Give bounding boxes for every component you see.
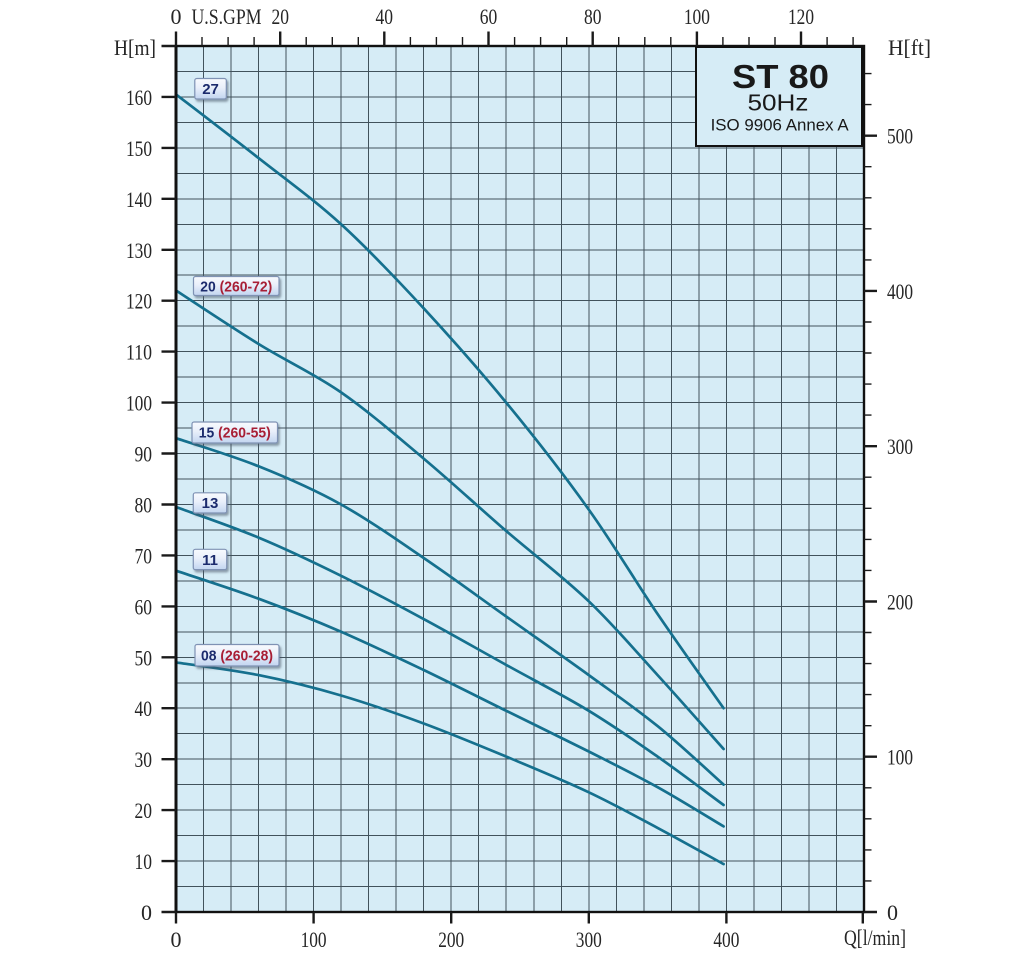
svg-text:80: 80 [584, 4, 602, 29]
svg-text:60: 60 [135, 594, 153, 619]
svg-text:300: 300 [887, 434, 913, 459]
svg-text:100: 100 [887, 745, 913, 770]
svg-text:80: 80 [135, 493, 153, 518]
svg-text:60: 60 [480, 4, 498, 29]
svg-text:70: 70 [135, 543, 153, 568]
svg-text:20 (260-72): 20 (260-72) [200, 279, 272, 296]
svg-text:40: 40 [135, 696, 153, 721]
svg-text:0: 0 [171, 4, 182, 29]
svg-text:500: 500 [887, 124, 913, 149]
svg-text:110: 110 [126, 340, 152, 365]
svg-text:120: 120 [788, 4, 814, 29]
svg-text:ST 80: ST 80 [732, 58, 829, 95]
svg-text:160: 160 [126, 85, 152, 110]
svg-text:Q[l/min]: Q[l/min] [844, 925, 906, 950]
svg-text:11: 11 [202, 552, 218, 569]
svg-text:40: 40 [376, 4, 394, 29]
svg-text:400: 400 [713, 927, 739, 952]
svg-text:15 (260-55): 15 (260-55) [199, 425, 271, 442]
svg-text:120: 120 [126, 289, 152, 314]
svg-text:100: 100 [301, 927, 327, 952]
svg-text:150: 150 [126, 136, 152, 161]
svg-text:100: 100 [684, 4, 710, 29]
svg-text:10: 10 [135, 849, 153, 874]
svg-text:400: 400 [887, 279, 913, 304]
svg-text:27: 27 [202, 81, 219, 98]
svg-text:300: 300 [576, 927, 602, 952]
svg-text:ISO 9906 Annex A: ISO 9906 Annex A [711, 117, 849, 135]
svg-text:0: 0 [171, 927, 182, 952]
svg-text:H[m]: H[m] [114, 35, 156, 60]
svg-text:08 (260-28): 08 (260-28) [201, 648, 273, 665]
svg-text:130: 130 [126, 238, 152, 263]
svg-text:100: 100 [126, 391, 152, 416]
svg-text:H[ft]: H[ft] [888, 35, 931, 60]
svg-text:200: 200 [887, 590, 913, 615]
svg-text:90: 90 [135, 442, 153, 467]
svg-text:20: 20 [135, 798, 153, 823]
svg-text:140: 140 [126, 187, 152, 212]
svg-text:0: 0 [141, 900, 152, 925]
svg-text:50Hz: 50Hz [748, 90, 809, 116]
svg-text:U.S.GPM: U.S.GPM [192, 4, 262, 29]
svg-text:20: 20 [271, 4, 289, 29]
svg-text:0: 0 [887, 900, 898, 925]
svg-text:200: 200 [438, 927, 464, 952]
svg-text:13: 13 [202, 495, 219, 512]
svg-text:30: 30 [135, 747, 153, 772]
svg-text:50: 50 [135, 645, 153, 670]
